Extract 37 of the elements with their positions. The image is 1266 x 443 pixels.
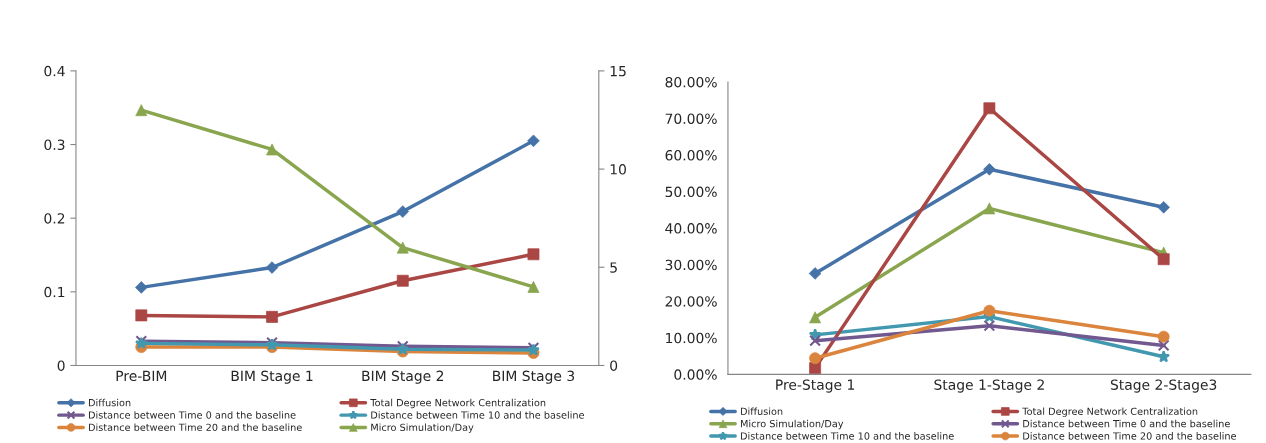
y-tick-label: 60.00% (665, 150, 717, 161)
legend-label: Diffusion (88, 398, 131, 407)
y-tick-label: 50.00% (665, 186, 717, 198)
y-tick-label: 10.00% (666, 332, 717, 344)
x-tick-label: Stage 1-Stage 2 (934, 379, 1044, 393)
y-tick-label: 0.00% (674, 369, 717, 380)
legend-label: Micro Simulation/Day (371, 423, 474, 433)
x-tick-label: Pre-Stage 1 (776, 379, 855, 393)
legend-label: Distance between Time 0 and the baseline (88, 411, 296, 419)
y-tick-label: 20.00% (665, 296, 717, 307)
y-tick-label: 40.00% (665, 223, 717, 234)
y-tick-label: 70.00% (665, 113, 717, 124)
x-tick-label: BIM Stage 1 (231, 370, 313, 384)
legend-label: Distance between Time 0 and the baseline (1023, 419, 1230, 428)
y-tick-label: 0.3 (44, 139, 65, 150)
x-tick-label: BIM Stage 2 (362, 370, 444, 384)
legend-label: Distance between Time 10 and the baseline (740, 432, 954, 440)
y2-tick-label: 15 (610, 66, 626, 77)
legend-label: Diffusion (740, 407, 783, 415)
y2-tick-label: 5 (610, 262, 617, 273)
legend-label: Distance between Time 20 and the baseline (88, 423, 302, 431)
y-tick-label: 0.1 (44, 286, 65, 298)
y-tick-label: 80.00% (665, 76, 717, 88)
y2-tick-label: 10 (610, 164, 626, 175)
y-tick-label: 0.4 (44, 65, 65, 77)
legend-label: Distance between Time 20 and the baseline (1023, 432, 1237, 440)
y-tick-label: 0 (57, 360, 65, 371)
y2-tick-label: 0 (610, 360, 618, 371)
y-tick-label: 30.00% (665, 259, 717, 271)
legend-label: Micro Simulation/Day (740, 419, 844, 430)
x-tick-label: Pre-BIM (116, 370, 167, 382)
x-tick-label: BIM Stage 3 (493, 370, 575, 384)
legend-label: Distance between Time 10 and the baseline (371, 411, 585, 419)
legend-label: Total Degree Network Centralization (370, 398, 546, 409)
y-tick-label: 0.2 (44, 213, 65, 224)
legend-label: Total Degree Network Centralization (1022, 407, 1198, 417)
x-tick-label: Stage 2-Stage3 (1110, 379, 1217, 393)
